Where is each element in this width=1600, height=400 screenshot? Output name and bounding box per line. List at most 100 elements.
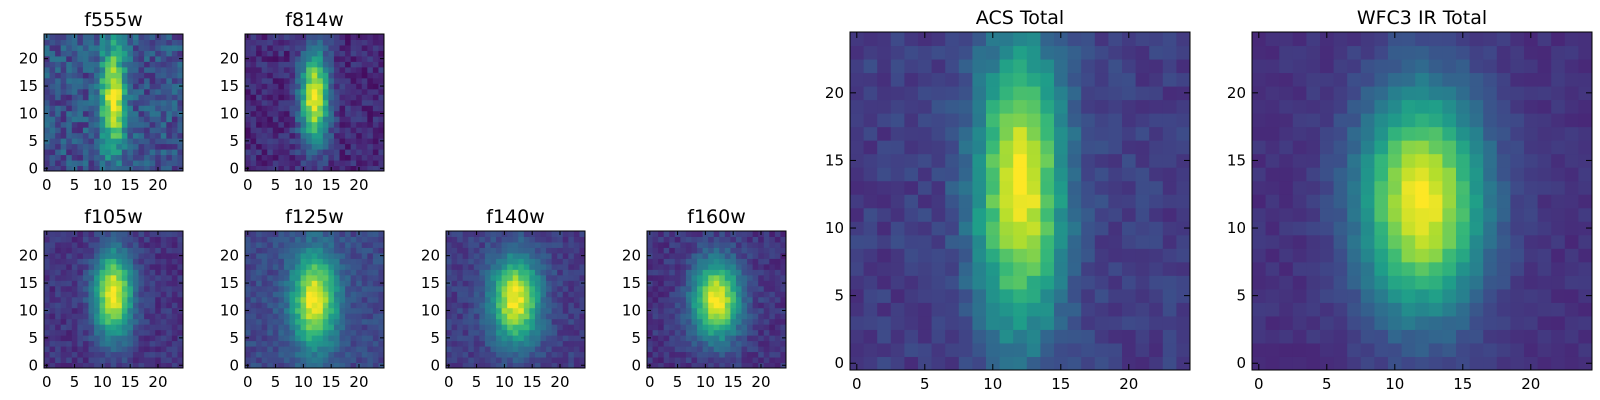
heatmap-cell	[105, 154, 112, 161]
heatmap-cell	[446, 351, 453, 358]
heatmap-cell	[350, 143, 357, 150]
heatmap-cell	[121, 285, 128, 292]
heatmap-cell	[149, 138, 156, 145]
heatmap-cell	[652, 346, 659, 353]
heatmap-cell	[333, 44, 341, 51]
heatmap-cell	[66, 302, 73, 309]
heatmap-cell	[479, 241, 486, 248]
heatmap-cell	[1388, 288, 1403, 303]
heatmap-cell	[138, 346, 145, 353]
heatmap-cell	[149, 247, 156, 254]
heatmap-cell	[551, 258, 558, 265]
heatmap-cell	[658, 231, 665, 237]
heatmap-cell	[88, 329, 95, 336]
heatmap-cell	[1081, 275, 1096, 290]
heatmap-cell	[758, 236, 765, 243]
heatmap-cell	[372, 138, 379, 145]
heatmap-cell	[155, 318, 162, 325]
heatmap-cell	[88, 72, 95, 79]
heatmap-cell	[345, 247, 352, 254]
heatmap-cell	[573, 258, 580, 265]
heatmap-cell	[473, 296, 480, 303]
heatmap-cell	[149, 296, 156, 303]
heatmap-cell	[568, 236, 575, 243]
heatmap-cell	[311, 55, 318, 62]
heatmap-cell	[534, 263, 542, 270]
heatmap-cell	[972, 126, 987, 141]
heatmap-cell	[972, 99, 987, 114]
heatmap-cell	[132, 149, 140, 156]
heatmap-cell	[663, 269, 670, 276]
heatmap-cell	[1578, 221, 1592, 236]
heatmap-cell	[468, 247, 475, 254]
heatmap-cell	[1292, 329, 1307, 344]
heatmap-cell	[177, 72, 183, 79]
heatmap-cell	[267, 236, 274, 243]
heatmap-cell	[278, 351, 285, 358]
heatmap-cell	[1081, 194, 1096, 209]
heatmap-cell	[132, 88, 140, 95]
heatmap-cell	[540, 247, 547, 254]
heatmap-cell	[44, 132, 51, 139]
heatmap-cell	[735, 296, 743, 303]
heatmap-cell	[446, 247, 453, 254]
heatmap-cell	[367, 318, 374, 325]
heatmap-cell	[144, 307, 151, 314]
heatmap-cell	[850, 275, 865, 290]
heatmap-cell	[283, 55, 290, 62]
heatmap-cell	[685, 362, 692, 368]
heatmap-cell	[110, 340, 117, 347]
heatmap-cell	[94, 165, 101, 171]
heatmap-cell	[1320, 329, 1335, 344]
heatmap-cell	[918, 99, 933, 114]
heatmap-cell	[283, 247, 290, 254]
heatmap-cell	[361, 307, 368, 314]
heatmap-cell	[289, 138, 296, 145]
heatmap-cell	[484, 258, 491, 265]
heatmap-cell	[60, 258, 67, 265]
heatmap-cell	[49, 231, 56, 237]
heatmap-cell	[462, 241, 469, 248]
heatmap-cell	[931, 302, 946, 317]
heatmap-cell	[546, 241, 553, 248]
heatmap-cell	[999, 59, 1014, 74]
heatmap-cell	[311, 280, 318, 287]
heatmap-cell	[306, 34, 313, 40]
heatmap-cell	[300, 61, 307, 68]
heatmap-cell	[1149, 302, 1164, 317]
heatmap-cell	[105, 77, 112, 84]
heatmap-cell	[49, 160, 56, 167]
heatmap-cell	[345, 116, 352, 123]
heatmap-cell	[339, 340, 346, 347]
heatmap-cell	[904, 32, 919, 47]
heatmap-cell	[850, 180, 865, 195]
heatmap-cell	[66, 121, 73, 128]
heatmap-cell	[850, 167, 865, 182]
heatmap-cell	[774, 247, 781, 254]
heatmap-cell	[523, 318, 530, 325]
heatmap-cell	[1122, 59, 1137, 74]
heatmap-cell	[250, 335, 257, 342]
heatmap-cell	[267, 61, 274, 68]
heatmap-cell	[171, 105, 178, 112]
heatmap-cell	[306, 357, 313, 364]
heatmap-cell	[105, 132, 112, 139]
heatmap-cell	[579, 313, 585, 320]
heatmap-cell	[719, 274, 726, 281]
heatmap-cell	[82, 34, 89, 40]
heatmap-cell	[958, 302, 973, 317]
heatmap-cell	[1578, 329, 1592, 344]
heatmap-cell	[267, 66, 274, 73]
heatmap-cell	[1537, 261, 1552, 276]
heatmap-cell	[568, 318, 575, 325]
heatmap-cell	[1081, 126, 1096, 141]
heatmap-cell	[763, 313, 770, 320]
heatmap-cell	[278, 247, 285, 254]
heatmap-cell	[850, 356, 865, 370]
heatmap-cell	[1013, 59, 1028, 74]
heatmap-cell	[579, 274, 585, 281]
heatmap-cell	[1292, 315, 1307, 330]
heatmap-cell	[177, 263, 183, 270]
heatmap-cell	[1320, 302, 1335, 317]
heatmap-cell	[49, 362, 56, 368]
